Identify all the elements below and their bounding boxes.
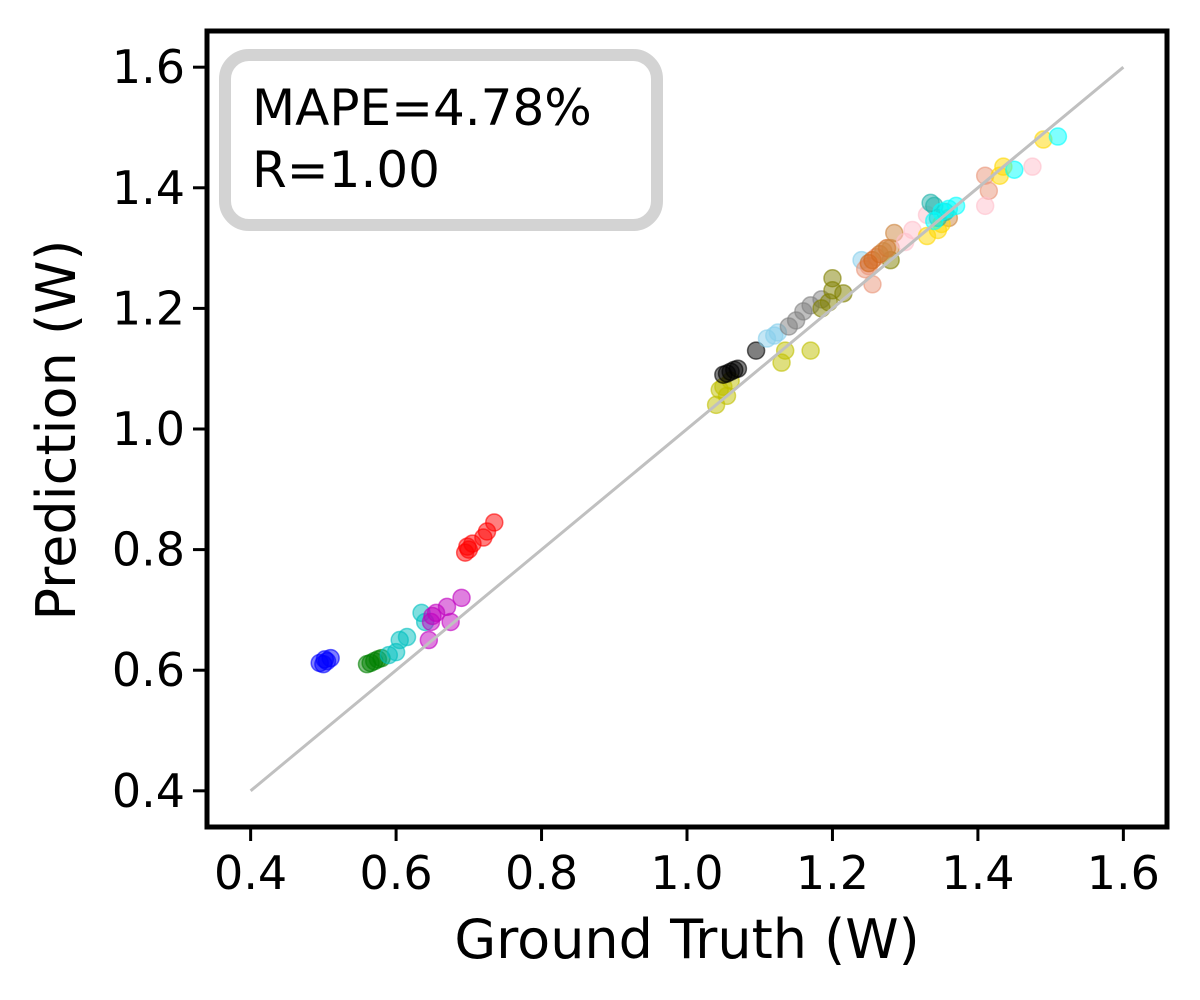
y-tick-label: 0.8 (112, 523, 185, 577)
data-point (746, 341, 766, 360)
data-point (1023, 157, 1042, 176)
annotation-box: MAPE=4.78% R=1.00 (219, 49, 663, 231)
data-point (397, 627, 417, 647)
series-2 (379, 603, 435, 665)
series-4 (455, 513, 504, 562)
identity-reference-line (249, 66, 1125, 792)
data-point (823, 281, 842, 300)
data-point (1048, 127, 1068, 146)
y-tick-label: 1.0 (112, 402, 185, 456)
x-axis-label: Ground Truth (W) (454, 908, 919, 971)
y-tick-label: 1.6 (112, 40, 185, 94)
x-tick-label: 0.6 (360, 846, 433, 900)
x-tick-label: 1.4 (941, 846, 1014, 900)
y-tick-label: 0.6 (112, 643, 185, 697)
series-3 (419, 588, 471, 650)
data-point (441, 612, 460, 632)
x-axis-ticks: 0.4 0.6 0.8 1.0 1.2 1.4 1.6 (214, 827, 1160, 900)
data-point (801, 341, 820, 360)
data-point (458, 537, 477, 556)
series-0 (310, 648, 340, 674)
y-tick-label: 1.4 (112, 161, 185, 215)
data-point (423, 606, 442, 626)
data-point (485, 513, 504, 532)
data-point (1005, 160, 1024, 179)
data-point (452, 588, 471, 608)
x-tick-label: 1.6 (1087, 846, 1160, 900)
data-point (975, 196, 995, 216)
annotation-mape: MAPE=4.78% (252, 79, 592, 137)
x-tick-label: 1.0 (650, 846, 723, 900)
annotation-r: R=1.00 (252, 141, 440, 199)
annotation-frame (219, 49, 663, 231)
x-tick-label: 1.2 (796, 846, 869, 900)
x-tick-label: 0.4 (214, 846, 287, 900)
data-point (775, 341, 795, 360)
y-tick-label: 0.4 (112, 764, 185, 818)
y-axis-label: Prediction (W) (25, 240, 88, 621)
data-point (728, 359, 748, 378)
y-axis-ticks: 0.4 0.6 0.8 1.0 1.2 1.4 1.6 (112, 40, 207, 818)
data-point (419, 630, 439, 650)
data-point (379, 645, 399, 665)
x-tick-label: 0.8 (505, 846, 578, 900)
series-6 (714, 341, 766, 384)
y-tick-label: 1.2 (112, 281, 185, 335)
data-point (315, 650, 335, 669)
